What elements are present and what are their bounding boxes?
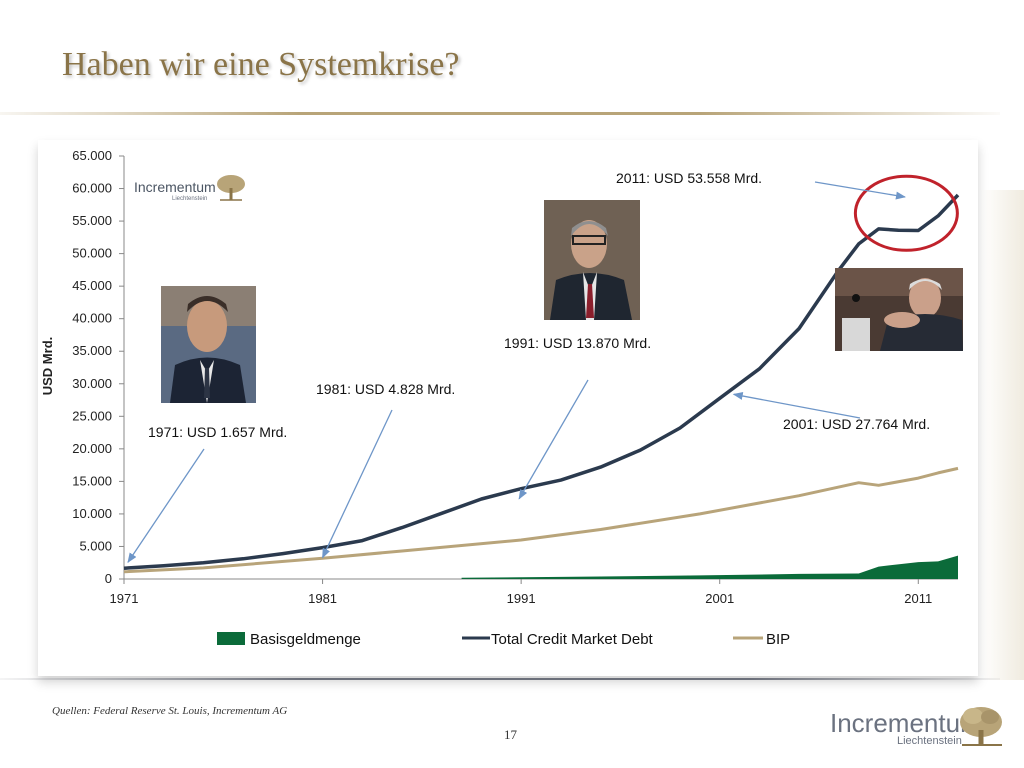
annotation-label: 1971: USD 1.657 Mrd. bbox=[148, 424, 287, 440]
y-tick-label: 0 bbox=[105, 571, 112, 586]
portrait-1991 bbox=[544, 200, 640, 320]
annotation-label: 2011: USD 53.558 Mrd. bbox=[616, 170, 762, 186]
tree-icon bbox=[217, 175, 245, 201]
portrait-2011 bbox=[835, 268, 963, 351]
y-tick-label: 30.000 bbox=[72, 376, 112, 391]
y-tick-label: 35.000 bbox=[72, 343, 112, 358]
title-divider bbox=[0, 112, 1000, 115]
annotation-arrow bbox=[127, 448, 205, 564]
y-tick-label: 20.000 bbox=[72, 441, 112, 456]
annotation-arrow bbox=[732, 392, 861, 419]
x-tick-label: 1981 bbox=[308, 591, 337, 606]
footer-logo: Incrementum Liechtenstein bbox=[830, 707, 1002, 747]
background-tree-decoration bbox=[980, 190, 1024, 680]
y-tick-label: 50.000 bbox=[72, 246, 112, 261]
legend-item-debt: Total Credit Market Debt bbox=[462, 631, 654, 648]
slide-title: Haben wir eine Systemkrise? bbox=[62, 46, 460, 83]
y-tick-label: 10.000 bbox=[72, 506, 112, 521]
tree-icon bbox=[960, 707, 1002, 746]
y-tick-label: 15.000 bbox=[72, 473, 112, 488]
chart-logo-sub: Liechtenstein bbox=[172, 196, 207, 202]
x-tick-label: 2001 bbox=[705, 591, 734, 606]
y-tick-label: 60.000 bbox=[72, 181, 112, 196]
annotation-label: 1981: USD 4.828 Mrd. bbox=[316, 381, 455, 397]
legend-item-base: Basisgeldmenge bbox=[217, 631, 361, 648]
footer-divider bbox=[0, 678, 1000, 680]
page-number: 17 bbox=[504, 727, 517, 742]
highlight-circle bbox=[853, 174, 959, 252]
y-tick-label: 40.000 bbox=[72, 311, 112, 326]
chart-legend: Basisgeldmenge Total Credit Market Debt … bbox=[217, 631, 790, 648]
portrait-1971 bbox=[161, 286, 256, 403]
legend-item-bip: BIP bbox=[733, 631, 790, 648]
legend-label-base: Basisgeldmenge bbox=[250, 631, 361, 648]
legend-swatch-base bbox=[217, 632, 245, 645]
y-tick-label: 55.000 bbox=[72, 213, 112, 228]
y-tick-label: 25.000 bbox=[72, 408, 112, 423]
annotation-label: 2001: USD 27.764 Mrd. bbox=[783, 416, 930, 432]
legend-label-debt: Total Credit Market Debt bbox=[491, 631, 654, 648]
chart-logo-name: Incrementum bbox=[134, 179, 216, 195]
source-note: Quellen: Federal Reserve St. Louis, Incr… bbox=[52, 705, 288, 717]
annotation-arrow bbox=[321, 409, 393, 559]
chart-panel bbox=[38, 140, 978, 676]
x-tick-label: 1971 bbox=[110, 591, 139, 606]
chart-logo: Incrementum Liechtenstein bbox=[134, 175, 245, 202]
y-tick-label: 5.000 bbox=[79, 538, 112, 553]
x-tick-label: 2011 bbox=[904, 591, 932, 606]
annotation-arrow bbox=[814, 181, 906, 200]
annotation-arrow bbox=[518, 379, 589, 500]
series-line-debt bbox=[123, 193, 960, 570]
series-area-base bbox=[461, 555, 958, 579]
legend-label-bip: BIP bbox=[766, 631, 790, 648]
y-axis-label: USD Mrd. bbox=[40, 337, 55, 396]
y-tick-label: 65.000 bbox=[72, 148, 112, 163]
annotation-label: 1991: USD 13.870 Mrd. bbox=[504, 335, 651, 351]
y-tick-label: 45.000 bbox=[72, 278, 112, 293]
x-tick-label: 1991 bbox=[507, 591, 536, 606]
footer-logo-name: Incrementum bbox=[830, 708, 982, 738]
footer-logo-sub: Liechtenstein bbox=[897, 735, 962, 747]
